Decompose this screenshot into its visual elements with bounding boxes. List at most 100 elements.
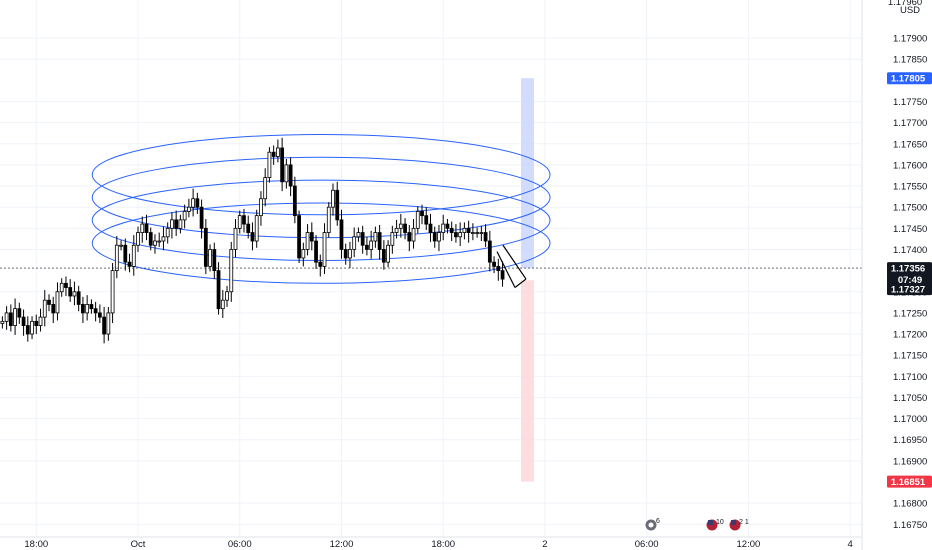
candlestick bbox=[259, 191, 263, 226]
candlestick bbox=[89, 299, 94, 314]
price-tick-label: 1.17200 bbox=[893, 330, 927, 341]
candlestick bbox=[276, 139, 280, 163]
time-tick-label: Oct bbox=[131, 539, 146, 550]
candlestick bbox=[263, 168, 268, 207]
price-tick-label: 1.17000 bbox=[893, 414, 927, 425]
candlestick bbox=[386, 240, 390, 268]
candlestick bbox=[271, 145, 276, 165]
calendar-event-icon[interactable]: 6 bbox=[645, 518, 661, 531]
price-tick-label: 1.17900 bbox=[893, 34, 927, 45]
candlestick bbox=[191, 188, 196, 217]
price-tick-label: 1.16800 bbox=[893, 499, 927, 510]
candlestick bbox=[483, 224, 488, 247]
candlestick-series bbox=[0, 137, 505, 344]
candlestick bbox=[326, 202, 331, 238]
price-tick-label: 1.17250 bbox=[893, 308, 927, 319]
top-partial-price: 1.17960 bbox=[888, 0, 922, 8]
target-price-label: 1.17805 bbox=[891, 74, 926, 85]
candlestick bbox=[34, 314, 39, 335]
candlestick bbox=[4, 306, 9, 330]
trend-line[interactable] bbox=[514, 278, 527, 289]
countdown-label: 07:49 bbox=[898, 275, 922, 286]
price-tick-label: 1.17050 bbox=[893, 393, 927, 404]
time-tick-label: 4 bbox=[847, 539, 852, 550]
candlestick bbox=[314, 235, 318, 269]
candlestick bbox=[487, 230, 492, 272]
candlestick bbox=[110, 263, 115, 324]
time-tick-label: 12:00 bbox=[330, 539, 354, 550]
time-tick-label: 12:00 bbox=[737, 539, 761, 550]
price-tick-label: 1.17700 bbox=[893, 118, 927, 129]
candlestick bbox=[186, 198, 191, 218]
candlestick bbox=[360, 225, 365, 254]
candlestick bbox=[17, 302, 22, 324]
stop-price-badge: 1.16851 bbox=[887, 475, 932, 488]
candlestick bbox=[102, 306, 106, 344]
price-tick-label: 1.16950 bbox=[893, 435, 927, 446]
ellipse-ring[interactable] bbox=[91, 133, 551, 216]
candlestick bbox=[305, 224, 310, 256]
price-tick-label: 1.16900 bbox=[893, 456, 927, 467]
candlestick bbox=[47, 294, 51, 312]
event-count: 10 bbox=[716, 519, 724, 526]
candlestick bbox=[365, 236, 369, 256]
profit-zone bbox=[521, 78, 534, 269]
ellipse-ring[interactable] bbox=[91, 156, 551, 239]
time-tick-label: 06:00 bbox=[228, 539, 252, 550]
candlestick bbox=[0, 316, 5, 329]
candlestick bbox=[203, 219, 208, 274]
candlestick bbox=[369, 230, 374, 259]
candlestick bbox=[284, 158, 289, 189]
candlestick bbox=[233, 219, 238, 258]
candlestick bbox=[479, 225, 484, 242]
candlestick bbox=[81, 296, 85, 324]
ellipse-ring[interactable] bbox=[91, 179, 551, 261]
ellipse-drawings[interactable] bbox=[91, 133, 551, 284]
us-flag-event-icon[interactable]: 10 bbox=[706, 519, 724, 531]
us-flag-event-icon[interactable]: 2 1 bbox=[729, 519, 749, 531]
candlestick bbox=[280, 137, 285, 192]
current-price-badge: 1.17356 07:49 bbox=[887, 262, 932, 287]
candlestick bbox=[208, 244, 212, 272]
candlestick bbox=[496, 258, 501, 281]
candlestick bbox=[199, 199, 204, 239]
secondary-price-badge: 1.17327 bbox=[887, 283, 932, 296]
candlestick bbox=[492, 256, 496, 274]
price-tick-label: 1.17150 bbox=[893, 351, 927, 362]
candlestick bbox=[220, 290, 225, 318]
economic-events[interactable]: 6 10 2 1 bbox=[645, 518, 749, 531]
trend-drawing[interactable] bbox=[496, 244, 527, 289]
candlestick bbox=[428, 213, 433, 242]
candlestick bbox=[343, 243, 348, 265]
candlestick bbox=[432, 226, 437, 248]
candlestick bbox=[93, 301, 98, 322]
candlestick bbox=[161, 226, 166, 251]
candlestick bbox=[420, 204, 424, 225]
candlestick bbox=[373, 226, 378, 248]
current-price-label: 1.17356 bbox=[891, 264, 925, 275]
target-price-badge: 1.17805 bbox=[887, 72, 932, 85]
price-badges: 1.17805 1.17356 07:49 1.17327 1.16851 bbox=[887, 72, 932, 488]
candlestick bbox=[182, 204, 187, 229]
time-axis[interactable]: 18:00 Oct 06:00 12:00 18:00 2 06:00 12:00 4 bbox=[0, 536, 862, 550]
candlestick bbox=[415, 206, 420, 234]
trend-line[interactable] bbox=[502, 244, 527, 280]
candlestick bbox=[119, 240, 123, 251]
candlestick bbox=[51, 296, 56, 324]
candlestick bbox=[55, 282, 60, 321]
price-tick-label: 1.17750 bbox=[893, 97, 927, 108]
ellipse-ring[interactable] bbox=[91, 202, 551, 284]
trend-line[interactable] bbox=[496, 251, 516, 288]
candlestick bbox=[470, 223, 475, 241]
candlestick bbox=[225, 285, 229, 307]
stop-price-label: 1.16851 bbox=[891, 477, 926, 488]
candlestick bbox=[318, 254, 323, 277]
candlestick bbox=[165, 222, 170, 244]
candlestick bbox=[322, 223, 327, 274]
candlestick bbox=[403, 218, 407, 240]
candlestick bbox=[114, 235, 119, 279]
candlestick bbox=[267, 147, 272, 183]
candlestick bbox=[38, 308, 43, 332]
candlestick bbox=[148, 227, 153, 251]
